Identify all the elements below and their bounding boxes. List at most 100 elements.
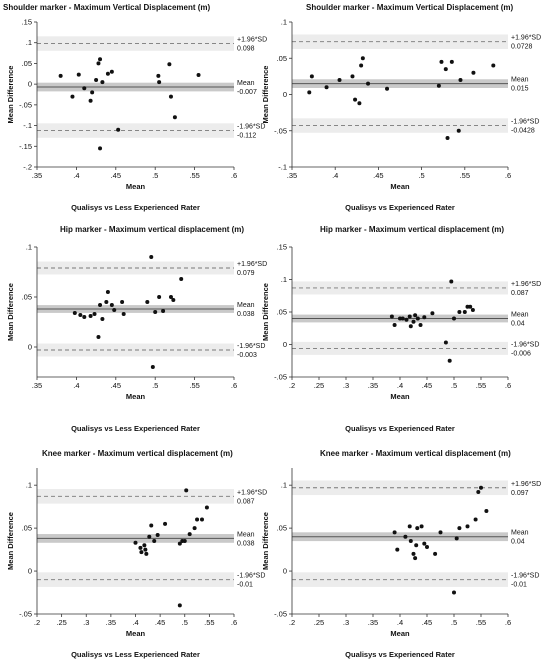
chart-panel: .2 .25 .3 .35 .4 .45 .5 .55 .6 -.05 0 .05 .1 +1.96*SD…	[6, 449, 267, 659]
x-tick-label: .2	[289, 618, 295, 627]
x-tick-label: .4	[397, 618, 403, 627]
y-tick-label: -.05	[274, 373, 287, 382]
upper-label: +1.96*SD	[237, 261, 267, 268]
y-tick-label: .1	[26, 481, 32, 490]
data-point	[144, 551, 149, 556]
data-point	[72, 311, 77, 315]
mean-value-label: 0.038	[237, 540, 255, 547]
data-point	[476, 490, 481, 495]
y-tick-label: -.05	[19, 610, 32, 619]
comparison-label: Qualisys vs Experienced Rater	[345, 424, 455, 433]
y-tick-label: .1	[26, 243, 32, 252]
x-tick-label: .45	[111, 171, 121, 180]
data-point	[149, 523, 154, 528]
data-point	[96, 61, 101, 66]
data-point	[337, 78, 342, 82]
x-tick-label: .4	[73, 171, 79, 180]
data-point	[458, 78, 463, 82]
x-tick-label: .55	[189, 171, 199, 180]
mean-label: Mean	[511, 312, 529, 319]
x-tick-label: .5	[418, 171, 424, 180]
y-tick-label: -.15	[19, 142, 32, 151]
data-point	[414, 543, 419, 548]
x-tick-label: .55	[460, 171, 470, 180]
data-point	[425, 545, 429, 550]
data-point	[143, 547, 148, 552]
data-point	[184, 488, 189, 493]
data-point	[109, 303, 114, 307]
data-point	[133, 540, 138, 545]
comparison-label: Qualisys vs Experienced Rater	[345, 650, 455, 659]
data-point	[147, 534, 152, 539]
data-point	[468, 304, 473, 309]
lower-value-label: -0.0428	[511, 128, 535, 135]
data-point	[445, 136, 450, 140]
data-point	[161, 309, 166, 313]
mean-value-label: 0.04	[511, 321, 525, 328]
x-tick-label: .6	[505, 171, 511, 180]
x-tick-label: .45	[111, 381, 121, 390]
y-tick-label: .1	[281, 481, 287, 490]
y-axis-label: Mean Difference	[261, 512, 270, 570]
chart-panel: .35 .4 .45 .5 .55 .6 0 .05 .1 +1.96*SD 0.079 Mean 0.…	[6, 225, 267, 433]
data-point	[422, 541, 427, 546]
data-point	[156, 73, 161, 78]
data-point	[457, 526, 462, 531]
upper-label: +1.96*SD	[511, 281, 541, 288]
y-tick-label: .05	[22, 293, 32, 302]
data-point	[324, 85, 329, 90]
data-point	[100, 80, 105, 85]
data-point	[105, 290, 110, 294]
data-point	[408, 324, 413, 329]
upper-label: +1.96*SD	[237, 37, 267, 44]
data-point	[438, 530, 443, 535]
data-point	[479, 485, 483, 490]
lower-label: -1.96*SD	[511, 341, 539, 348]
upper-value-label: 0.079	[237, 270, 255, 277]
x-tick-label: .6	[231, 618, 237, 627]
x-tick-label: .55	[476, 618, 486, 627]
data-point	[82, 315, 87, 319]
y-tick-label: .05	[277, 54, 287, 63]
data-point	[359, 63, 364, 68]
x-tick-label: .2	[34, 618, 40, 627]
y-tick-label: -.05	[274, 126, 287, 135]
data-point	[385, 86, 390, 91]
data-point	[167, 62, 172, 67]
y-tick-label: .1	[26, 38, 32, 47]
data-point	[177, 603, 182, 608]
y-tick-label: -.05	[274, 610, 287, 619]
x-tick-label: .35	[32, 381, 42, 390]
x-tick-label: .55	[476, 381, 486, 390]
mean-value-label: 0.038	[237, 311, 255, 318]
data-point	[171, 298, 176, 302]
data-point	[411, 319, 416, 324]
data-point	[366, 81, 371, 86]
data-point	[199, 517, 204, 522]
data-point	[98, 303, 103, 307]
y-tick-label: -.1	[278, 163, 287, 172]
x-tick-label: .3	[343, 618, 349, 627]
data-point	[473, 517, 478, 522]
x-axis-label: Mean	[126, 392, 146, 401]
data-point	[395, 547, 400, 552]
data-point	[150, 365, 155, 369]
data-point	[149, 255, 154, 259]
data-point	[392, 530, 397, 535]
data-point	[120, 300, 125, 304]
data-point	[404, 317, 409, 322]
data-point	[76, 72, 81, 77]
x-tick-label: .5	[152, 381, 158, 390]
data-point	[413, 556, 418, 561]
x-axis-label: Mean	[126, 182, 146, 191]
x-tick-label: .45	[422, 618, 432, 627]
y-tick-label: .1	[281, 275, 287, 284]
data-point	[350, 74, 355, 79]
data-point	[78, 313, 83, 317]
x-tick-label: .35	[368, 618, 378, 627]
y-tick-label: 0	[28, 80, 32, 89]
data-point	[413, 313, 418, 318]
x-axis-label: Mean	[126, 629, 146, 638]
data-point	[452, 316, 456, 321]
